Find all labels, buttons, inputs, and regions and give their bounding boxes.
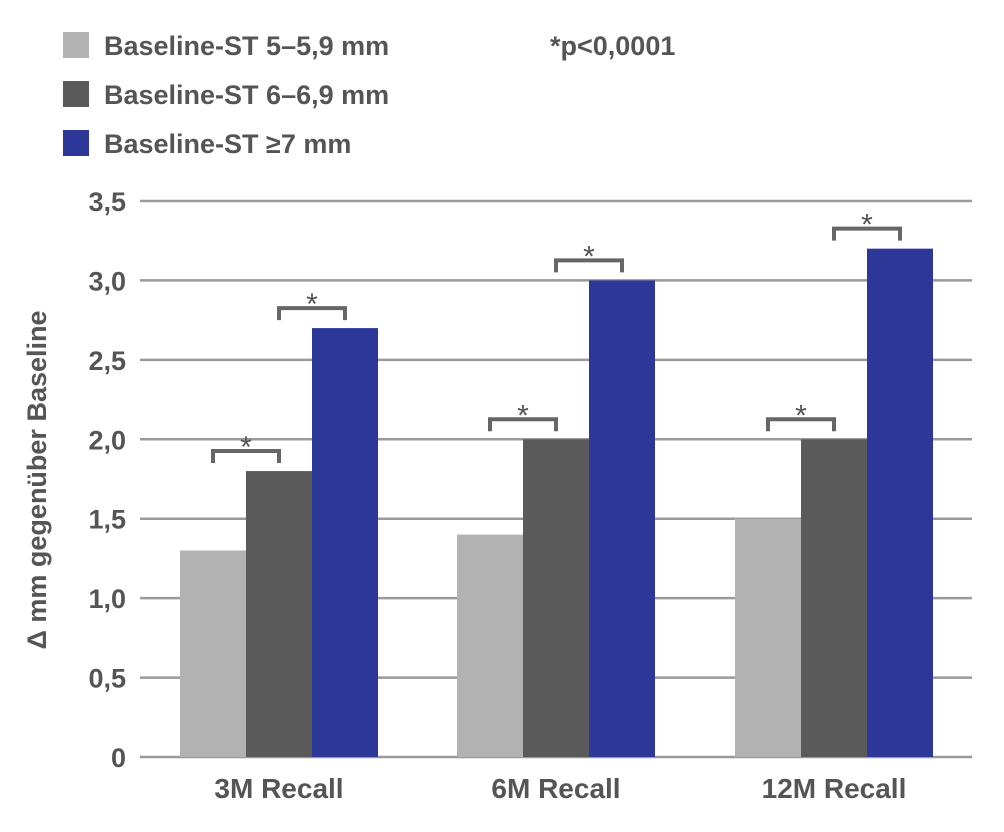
bar: [867, 248, 933, 757]
x-category-label: 3M Recall: [214, 773, 343, 804]
significance-star: *: [795, 399, 807, 432]
significance-star: *: [306, 288, 318, 321]
legend-swatch: [63, 32, 89, 58]
legend-label: Baseline-ST ≥7 mm: [104, 129, 351, 159]
y-tick-label: 0: [111, 743, 126, 773]
y-axis-ticks: 0 0,5 1,0 1,5 2,0 2,5 3,0 3,5: [88, 187, 126, 773]
bar: [801, 439, 867, 757]
x-axis-categories: 3M Recall 6M Recall 12M Recall: [214, 773, 906, 804]
significance-star: *: [861, 209, 873, 242]
significance-star: *: [517, 399, 529, 432]
bar: [180, 550, 246, 757]
significance-bracket: [277, 306, 347, 321]
bars: [180, 248, 933, 757]
legend-label: Baseline-ST 6–6,9 mm: [104, 80, 389, 110]
significance-bracket: [766, 417, 836, 432]
bar: [735, 518, 801, 757]
significance-brackets: * * * * * *: [211, 209, 902, 464]
x-category-label: 12M Recall: [762, 773, 907, 804]
bar: [312, 328, 378, 757]
legend-label: Baseline-ST 5–5,9 mm: [104, 31, 389, 61]
significance-star: *: [583, 240, 595, 273]
significance-note: *p<0,0001: [550, 31, 675, 61]
significance-star: *: [240, 431, 252, 464]
y-axis-title: Δ mm gegenüber Baseline: [22, 310, 52, 649]
y-tick-label: 0,5: [88, 664, 126, 694]
significance-bracket: [211, 449, 281, 464]
x-category-label: 6M Recall: [491, 773, 620, 804]
y-tick-label: 3,0: [88, 266, 126, 296]
legend: Baseline-ST 5–5,9 mm Baseline-ST 6–6,9 mm…: [63, 31, 389, 159]
significance-bracket: [488, 417, 558, 432]
y-tick-label: 1,0: [88, 584, 126, 614]
legend-swatch: [63, 130, 89, 156]
significance-bracket: [832, 226, 902, 241]
bar: [523, 439, 589, 757]
bar: [589, 280, 655, 757]
bar: [246, 471, 312, 757]
bar: [457, 534, 523, 757]
y-tick-label: 1,5: [88, 505, 126, 535]
legend-swatch: [63, 81, 89, 107]
y-tick-label: 2,0: [88, 425, 126, 455]
y-tick-label: 3,5: [88, 187, 126, 217]
y-tick-label: 2,5: [88, 346, 126, 376]
significance-bracket: [554, 258, 624, 273]
